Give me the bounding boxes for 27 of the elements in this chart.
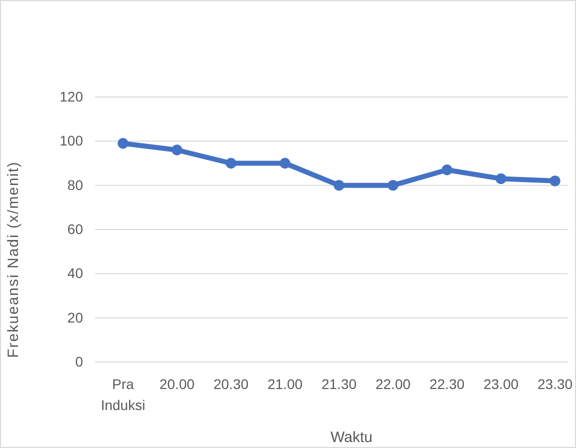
y-tick-label: 0 bbox=[75, 353, 84, 370]
point bbox=[442, 164, 452, 176]
x-tick-label: 21.00 bbox=[267, 376, 303, 392]
x-tick-label: 20.00 bbox=[159, 376, 195, 392]
point bbox=[496, 173, 506, 184]
point bbox=[280, 158, 290, 169]
y-tick-label: 120 bbox=[60, 88, 84, 104]
x-tick-label: 23.00 bbox=[483, 376, 519, 392]
x-tick-label: Pra Induksi bbox=[100, 376, 146, 413]
y-tick-label: 80 bbox=[67, 176, 84, 193]
point bbox=[226, 158, 236, 169]
y-tick-label: 40 bbox=[67, 265, 84, 282]
point bbox=[334, 180, 344, 191]
y-axis-title: Frekueansi Nadi (x/menit) bbox=[5, 161, 22, 358]
x-axis-title: Waktu bbox=[330, 429, 372, 446]
y-tick-label: 100 bbox=[60, 132, 84, 149]
x-tick-label: 21.30 bbox=[321, 376, 357, 392]
x-tick-label: 20.30 bbox=[213, 376, 249, 392]
x-tick-label: 23.30 bbox=[537, 376, 573, 392]
point bbox=[118, 138, 128, 149]
y-tick-label: 20 bbox=[67, 309, 84, 326]
point bbox=[550, 176, 560, 186]
x-tick-label: 22.30 bbox=[429, 376, 465, 392]
point bbox=[172, 144, 182, 156]
point bbox=[388, 180, 398, 191]
y-tick-label: 60 bbox=[67, 220, 84, 237]
x-tick-label: 22.00 bbox=[375, 376, 411, 392]
